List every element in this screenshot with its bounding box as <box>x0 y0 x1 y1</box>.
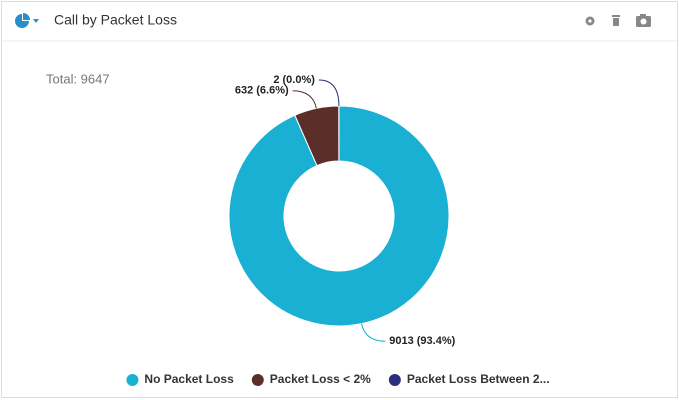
settings-icon[interactable] <box>585 16 595 26</box>
legend-item[interactable]: No Packet Loss <box>126 372 234 386</box>
dropdown-caret <box>33 19 39 23</box>
data-label: 9013 (93.4%) <box>389 335 455 347</box>
legend-item[interactable]: Packet Loss < 2% <box>251 372 371 386</box>
label-connector <box>361 323 386 342</box>
legend-label: Packet Loss Between 2... <box>407 372 550 386</box>
legend-label: No Packet Loss <box>144 372 234 386</box>
data-label: 632 (6.6%) <box>235 85 289 97</box>
chart-type-menu[interactable] <box>15 13 39 28</box>
legend-label: Packet Loss < 2% <box>270 372 371 386</box>
chart-title: Call by Packet Loss <box>54 12 177 28</box>
pie-icon-slice <box>23 13 30 20</box>
legend-marker <box>126 374 139 386</box>
label-connector <box>292 90 317 109</box>
camera-icon[interactable] <box>636 14 651 27</box>
legend-item[interactable]: Packet Loss Between 2... <box>388 372 550 386</box>
legend-marker <box>388 374 401 386</box>
delete-icon[interactable] <box>612 15 620 26</box>
donut-slice <box>228 105 450 327</box>
data-label: 2 (0.0%) <box>273 74 315 86</box>
total-label: Total: 9647 <box>46 71 110 86</box>
legend-marker <box>251 374 264 386</box>
pie-icon <box>15 14 29 28</box>
label-connector <box>318 79 340 107</box>
